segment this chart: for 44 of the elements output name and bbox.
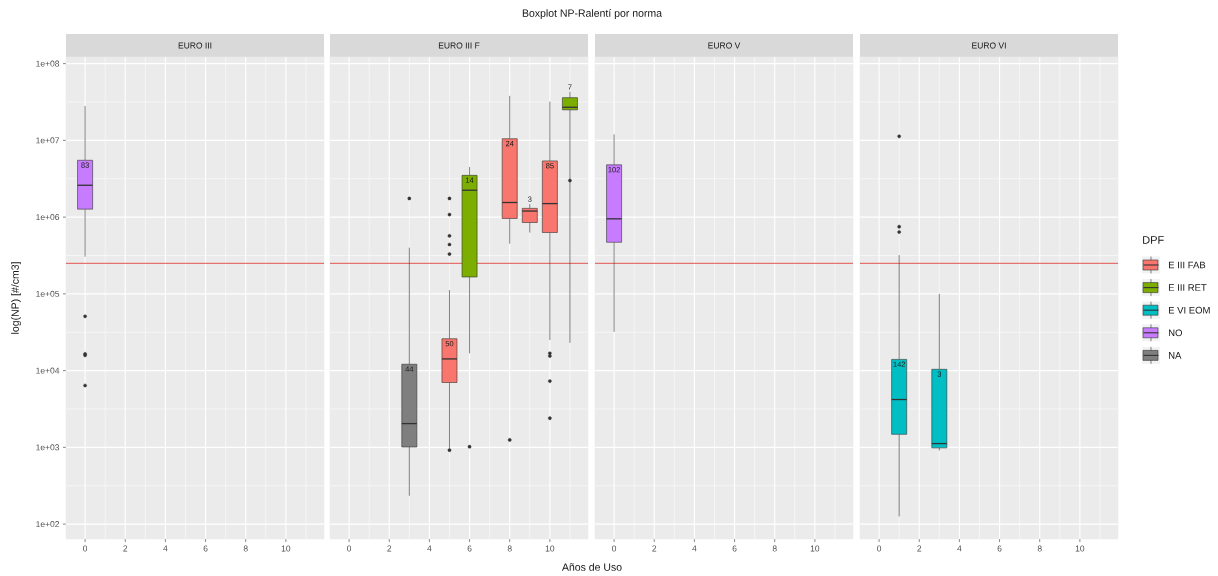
x-tick-label: 4 [692,545,697,552]
legend-title: DPF [1143,236,1164,244]
x-tick-label: 6 [467,545,472,552]
text: Años de Uso [561,563,622,571]
legend-label: E III FAB [1168,261,1206,269]
x-tick-label: 10 [810,545,820,552]
x-tick-label: 2 [917,545,922,552]
x-tick-label: 8 [1037,545,1042,552]
x-tick-label: 2 [387,545,392,552]
x-tick-label: 0 [612,545,617,552]
legend-label: NA [1168,352,1182,359]
x-tick-label: 8 [243,545,248,552]
y-tick-label: 1e+03 [36,444,60,451]
x-tick-label: 4 [163,545,168,552]
x-tick-label: 6 [997,545,1002,552]
x-tick-label: 2 [123,545,128,552]
x-tick-label: 0 [877,545,882,552]
y-tick-label: 1e+08 [36,60,60,67]
text: Boxplot NP-Ralentí por norma [522,9,663,19]
legend-label: E VI EOM [1168,306,1210,314]
y-tick-label: 1e+07 [36,137,60,144]
y-tick-label: 1e+06 [36,214,60,221]
x-tick-label: 0 [83,545,88,552]
x-tick-label: 10 [545,545,555,552]
legend-label: E III RET [1168,284,1207,291]
chart-subtitle: EURO VI [972,42,1006,49]
chart-subtitle: EURO III [178,42,212,49]
y-tick-label: 1e+05 [36,290,60,297]
y-axis-title: log(NP) [#/cm3] [11,262,21,334]
x-tick-label: 10 [1075,545,1085,552]
x-tick-label: 2 [652,545,657,552]
chart-subtitle: EURO III F [438,42,480,49]
x-tick-label: 8 [772,545,777,552]
x-tick-label: 0 [347,545,352,552]
y-tick-label: 1e+04 [36,367,60,374]
chart-subtitle: EURO V [708,42,741,49]
x-tick-label: 6 [203,545,208,552]
y-tick-label: 1e+02 [36,521,60,528]
x-tick-label: 6 [732,545,737,552]
x-tick-label: 4 [427,545,432,552]
x-tick-label: 8 [507,545,512,552]
x-tick-label: 10 [281,545,291,552]
legend-label: NO [1168,329,1182,337]
x-tick-label: 4 [957,545,962,552]
